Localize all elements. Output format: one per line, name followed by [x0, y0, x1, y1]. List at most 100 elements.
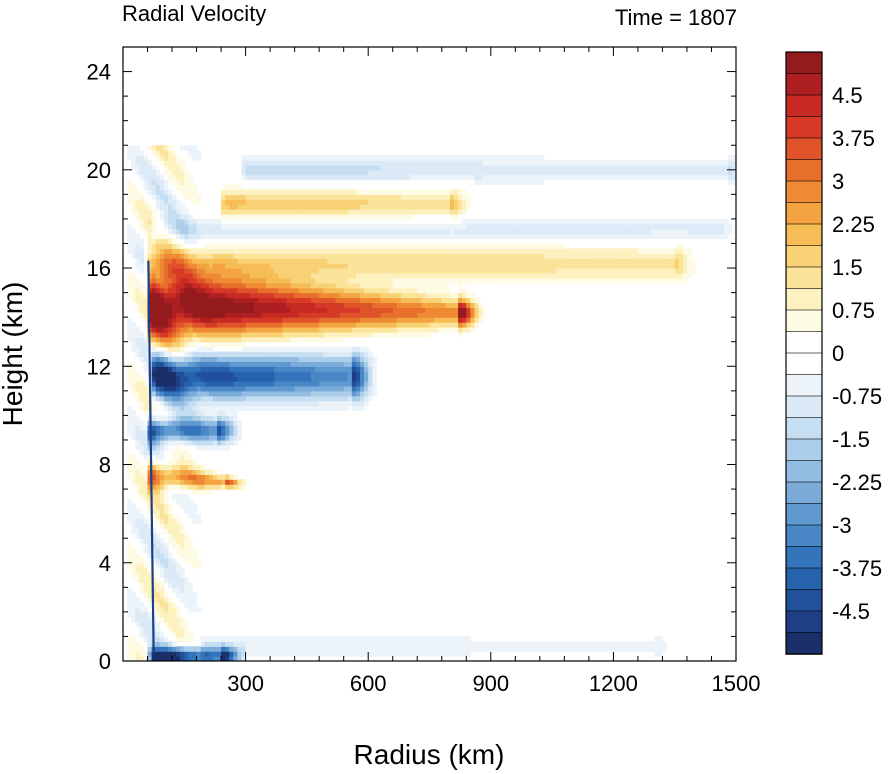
field-cell	[454, 243, 459, 249]
field-cell	[155, 302, 161, 308]
field-cell	[364, 282, 369, 289]
field-cell	[184, 631, 189, 638]
field-cell	[188, 474, 194, 480]
field-cell	[237, 646, 243, 652]
field-cell	[221, 390, 226, 397]
field-cell	[376, 277, 382, 284]
field-cell	[253, 277, 259, 284]
field-cell	[372, 263, 377, 269]
field-cell	[233, 376, 239, 382]
field-cell	[294, 253, 300, 259]
field-cell	[454, 223, 459, 230]
field-cell	[163, 405, 169, 412]
field-cell	[441, 326, 447, 333]
field-cell	[666, 233, 672, 240]
field-cell	[188, 248, 194, 254]
field-cell	[699, 233, 704, 240]
field-cell	[266, 376, 271, 382]
field-cell	[306, 331, 312, 338]
field-cell	[237, 297, 243, 304]
field-cell	[172, 302, 177, 308]
field-cell	[331, 376, 337, 382]
field-cell	[315, 214, 320, 220]
field-cell	[286, 651, 292, 657]
field-cell	[208, 312, 214, 318]
field-cell	[290, 258, 296, 264]
field-cell	[413, 331, 418, 338]
field-cell	[131, 272, 136, 279]
field-cell	[417, 199, 422, 205]
field-cell	[139, 282, 145, 289]
field-cell	[302, 636, 308, 642]
field-cell	[535, 253, 541, 259]
field-cell	[143, 356, 149, 362]
field-cell	[315, 322, 320, 328]
field-cell	[176, 611, 181, 618]
field-cell	[421, 209, 427, 215]
field-cell	[368, 209, 373, 215]
field-cell	[441, 263, 447, 269]
field-cell	[286, 331, 292, 338]
field-cell	[531, 248, 537, 254]
field-cell	[564, 258, 570, 264]
field-cell	[351, 395, 357, 402]
field-cell	[147, 493, 153, 500]
field-cell	[139, 513, 145, 520]
field-cell	[306, 302, 312, 308]
field-cell	[380, 223, 386, 230]
field-cell	[355, 297, 361, 304]
field-cell	[339, 385, 345, 392]
field-cell	[143, 489, 149, 495]
field-cell	[188, 179, 194, 186]
field-cell	[421, 233, 427, 240]
field-cell	[351, 228, 357, 235]
field-cell	[188, 376, 194, 382]
field-cell	[621, 646, 627, 652]
field-cell	[212, 243, 218, 249]
field-cell	[278, 317, 283, 323]
field-cell	[396, 223, 402, 230]
field-cell	[429, 651, 435, 657]
field-cell	[155, 248, 161, 254]
field-cell	[278, 277, 283, 284]
field-cell	[425, 636, 431, 642]
field-cell	[188, 194, 194, 200]
field-cell	[172, 577, 177, 584]
field-cell	[131, 248, 136, 254]
field-cell	[331, 174, 337, 181]
field-cell	[176, 214, 181, 220]
field-cell	[637, 228, 643, 235]
field-cell	[253, 371, 259, 377]
field-cell	[192, 592, 198, 598]
field-cell	[216, 479, 222, 485]
field-cell	[388, 174, 394, 181]
field-cell	[286, 356, 292, 362]
field-cell	[204, 326, 210, 333]
field-cell	[368, 395, 373, 402]
field-cell	[613, 277, 619, 284]
field-cell	[666, 272, 672, 279]
field-cell	[298, 322, 304, 328]
field-cell	[294, 209, 300, 215]
field-cell	[290, 351, 296, 358]
field-cell	[331, 366, 337, 372]
field-cell	[225, 248, 230, 254]
field-cell	[151, 572, 157, 579]
field-cell	[343, 395, 349, 402]
field-cell	[441, 651, 447, 657]
field-cell	[409, 322, 414, 328]
field-cell	[507, 277, 512, 284]
field-cell	[176, 277, 181, 284]
field-cell	[360, 223, 365, 230]
field-cell	[208, 385, 214, 392]
field-cell	[449, 326, 455, 333]
field-cell	[212, 469, 218, 475]
field-cell	[396, 297, 402, 304]
field-cell	[413, 263, 418, 269]
field-cell	[225, 204, 230, 210]
field-cell	[225, 322, 230, 328]
field-cell	[261, 326, 267, 333]
field-cell	[298, 351, 304, 358]
field-cell	[180, 277, 185, 284]
field-cell	[163, 277, 169, 284]
